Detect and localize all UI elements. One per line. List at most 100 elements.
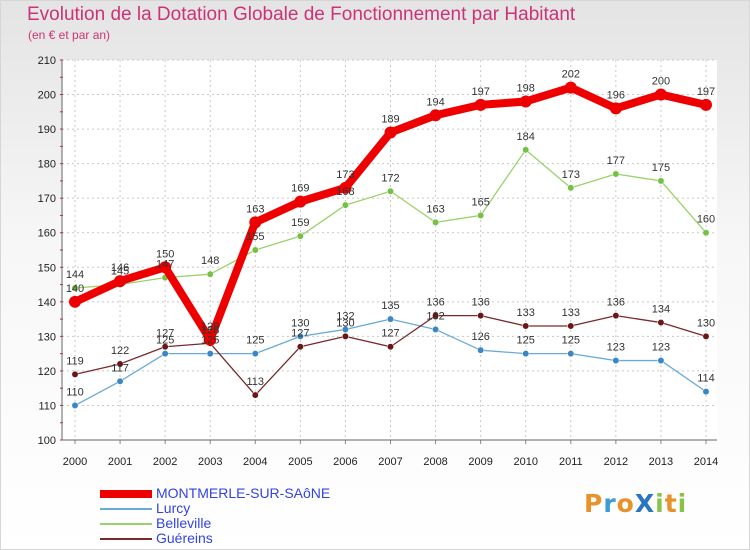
- data-point-belleville: [567, 184, 575, 192]
- data-label-belleville: 175: [652, 162, 670, 174]
- y-tick-label: 140: [38, 297, 56, 309]
- x-tick-label: 2007: [378, 456, 402, 468]
- data-point-gu-reins: [71, 370, 79, 378]
- x-tick-label: 2013: [649, 456, 673, 468]
- data-label-lurcy: 132: [426, 310, 444, 322]
- legend-swatch-lurcy: [100, 508, 152, 510]
- data-point-gu-reins: [612, 312, 620, 320]
- data-label-gu-reins: 127: [291, 328, 309, 340]
- data-label-gu-reins: 122: [111, 345, 129, 357]
- logo-letter: i: [677, 489, 688, 518]
- data-point-gu-reins: [341, 332, 349, 340]
- data-point-lurcy: [387, 315, 394, 323]
- data-label-belleville: 144: [66, 269, 84, 281]
- x-tick-label: 2008: [423, 456, 447, 468]
- data-point-belleville: [71, 284, 79, 292]
- data-label-lurcy: 130: [291, 317, 309, 329]
- x-tick-label: 2005: [288, 456, 312, 468]
- legend-swatch-guereins: [100, 538, 152, 540]
- data-point-lurcy: [206, 350, 214, 358]
- data-label-belleville: 163: [426, 203, 444, 215]
- y-tick-label: 210: [38, 55, 56, 67]
- data-label-gu-reins: 113: [247, 376, 265, 388]
- data-label-gu-reins: 130: [336, 317, 354, 329]
- data-point-lurcy: [477, 346, 485, 354]
- data-label-gu-reins: 127: [381, 328, 399, 340]
- data-label-belleville: 172: [381, 172, 399, 184]
- data-label-montmerle-sur-sa-ne: 146: [111, 262, 129, 274]
- data-label-belleville: 159: [291, 217, 309, 229]
- data-point-montmerle-sur-sa-ne: [294, 195, 307, 208]
- data-point-belleville: [341, 201, 349, 209]
- data-label-montmerle-sur-sa-ne: 169: [291, 183, 309, 195]
- data-point-belleville: [296, 232, 304, 240]
- legend-label-guereins: Guéreins: [156, 530, 213, 546]
- data-point-gu-reins: [296, 343, 304, 351]
- data-point-gu-reins: [477, 312, 485, 320]
- data-label-gu-reins: 136: [426, 297, 444, 309]
- data-point-gu-reins: [567, 322, 575, 330]
- data-label-belleville: 147: [156, 259, 174, 271]
- data-label-belleville: 177: [607, 155, 625, 167]
- data-label-lurcy: 123: [652, 342, 670, 354]
- data-point-montmerle-sur-sa-ne: [429, 109, 442, 122]
- data-point-belleville: [657, 177, 665, 185]
- data-label-belleville: 184: [517, 131, 535, 143]
- data-label-belleville: 165: [471, 196, 489, 208]
- y-tick-label: 130: [38, 331, 56, 343]
- data-point-montmerle-sur-sa-ne: [519, 95, 532, 108]
- x-tick-label: 2009: [468, 456, 492, 468]
- data-point-montmerle-sur-sa-ne: [564, 81, 577, 94]
- data-label-belleville: 155: [246, 231, 264, 243]
- proxiti-logo: ProXiti: [584, 489, 687, 518]
- legend-swatch-belleville: [100, 523, 152, 525]
- y-tick-label: 190: [38, 124, 56, 136]
- data-point-belleville: [387, 187, 394, 195]
- data-point-belleville: [477, 212, 485, 219]
- data-label-montmerle-sur-sa-ne: 129: [201, 321, 219, 333]
- data-point-montmerle-sur-sa-ne: [384, 126, 397, 139]
- data-point-lurcy: [341, 326, 349, 333]
- data-label-montmerle-sur-sa-ne: 202: [562, 69, 580, 81]
- logo-letter: X: [634, 489, 656, 518]
- data-point-gu-reins: [522, 322, 530, 330]
- x-tick-label: 2014: [694, 456, 718, 468]
- data-label-lurcy: 125: [201, 335, 219, 347]
- data-label-lurcy: 132: [336, 310, 354, 322]
- data-point-lurcy: [522, 350, 530, 358]
- x-tick-label: 2012: [604, 456, 628, 468]
- chart-title: Evolution de la Dotation Globale de Fonc…: [27, 4, 576, 25]
- legend-swatch-montmerle: [100, 490, 152, 498]
- y-tick-label: 120: [38, 366, 56, 378]
- data-point-lurcy: [161, 350, 169, 358]
- data-point-gu-reins: [387, 343, 394, 351]
- data-label-gu-reins: 133: [517, 307, 535, 319]
- data-point-lurcy: [612, 357, 620, 364]
- data-point-belleville: [612, 170, 620, 178]
- data-label-lurcy: 110: [66, 386, 84, 398]
- data-point-lurcy: [116, 377, 124, 385]
- legend-label-lurcy: Lurcy: [156, 500, 191, 516]
- y-tick-label: 170: [38, 193, 56, 205]
- data-point-montmerle-sur-sa-ne: [114, 275, 127, 288]
- data-label-lurcy: 135: [381, 300, 399, 312]
- data-label-gu-reins: 127: [156, 328, 174, 340]
- data-point-montmerle-sur-sa-ne: [654, 88, 667, 101]
- data-point-montmerle-sur-sa-ne: [700, 98, 712, 111]
- chart-subtitle: (en € et par an): [28, 28, 111, 42]
- data-point-montmerle-sur-sa-ne: [159, 261, 172, 274]
- data-point-lurcy: [432, 326, 440, 333]
- data-label-montmerle-sur-sa-ne: 189: [381, 114, 399, 126]
- x-tick-label: 2011: [559, 456, 583, 468]
- data-point-lurcy: [71, 402, 79, 409]
- data-point-lurcy: [251, 350, 259, 358]
- data-point-gu-reins: [657, 319, 665, 326]
- data-point-gu-reins: [251, 391, 259, 399]
- data-point-lurcy: [296, 332, 304, 340]
- y-tick-label: 150: [38, 262, 56, 274]
- data-point-montmerle-sur-sa-ne: [249, 216, 262, 229]
- x-tick-label: 2006: [333, 456, 357, 468]
- x-tick-label: 2004: [243, 456, 267, 468]
- logo-letter: i: [655, 489, 665, 518]
